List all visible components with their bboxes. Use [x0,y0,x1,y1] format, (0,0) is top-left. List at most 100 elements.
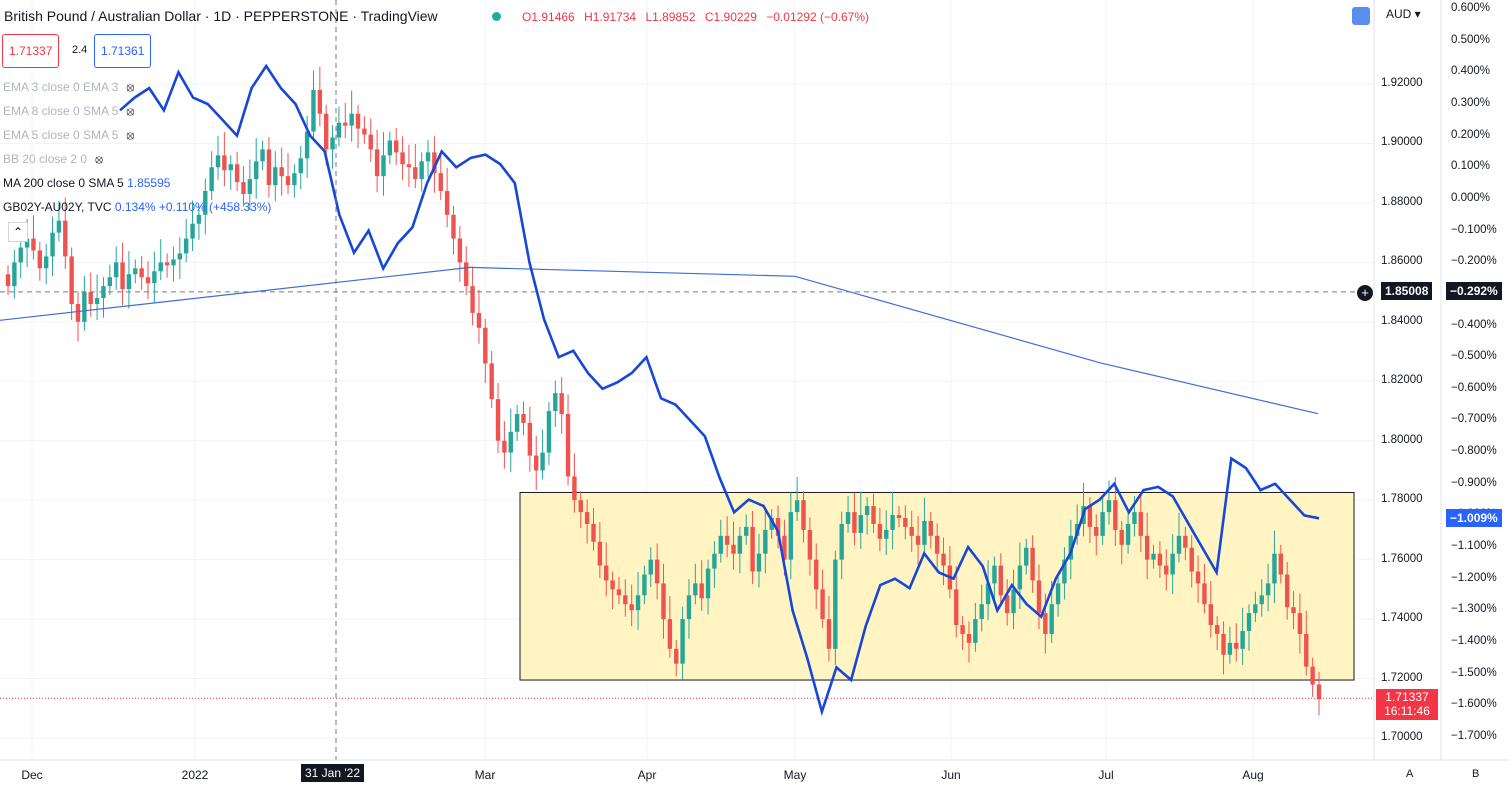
candle-body [113,262,119,278]
buy-button[interactable]: 1.71361 [94,34,152,68]
candle-body [1176,535,1182,554]
candle-body [381,155,386,177]
candle-body [1125,523,1131,545]
pct-tick-label: −0.400% [1451,318,1497,331]
candle-body [444,191,450,215]
time-tick-label: Jul [1098,768,1114,782]
eye-hidden-icon[interactable]: ⦻ [126,80,135,94]
candle-body [674,648,679,664]
candle-body [826,619,832,649]
candle-body [476,312,482,328]
sell-button[interactable]: 1.71337 [2,34,60,68]
crosshair-date-tag: 31 Jan '22 [301,764,365,782]
candle-body [483,327,488,364]
candle-body [190,223,195,239]
candle-body [591,523,596,542]
eye-hidden-icon[interactable]: ⦻ [126,128,135,142]
candle-body [534,455,539,471]
open-value: O1.91466 [522,10,575,24]
candle-body [1291,607,1296,614]
candle-body [1195,571,1201,584]
candle-body [368,134,373,150]
candle-body [400,152,405,165]
candle-body [572,476,577,501]
legend-bb[interactable]: BB 20 close 2 0 ⦻ [3,152,103,167]
candle-body [419,161,424,180]
eye-hidden-icon[interactable]: ⦻ [95,152,103,166]
candle-body [247,179,253,194]
symbol-title[interactable]: British Pound / Australian Dollar · 1D ·… [4,8,438,24]
candle-body [502,440,507,453]
legend-label: EMA 3 close 0 EMA 3 [3,80,119,94]
candle-body [756,553,762,572]
candle-body [775,518,781,536]
currency-selector[interactable]: AUD ▾ [1386,7,1421,21]
candle-body [648,559,653,575]
legend-ema8[interactable]: EMA 8 close 0 SMA 5 ⦻ [3,104,134,119]
candle-body [107,277,113,287]
legend-ma200[interactable]: MA 200 close 0 SMA 5 1.85595 [3,176,170,190]
candle-body [343,122,348,126]
candle-body [992,565,997,584]
eye-hidden-icon[interactable]: ⦻ [126,104,135,118]
log-scale-button[interactable]: B [1472,768,1480,780]
currency-label: AUD [1386,7,1412,21]
candle-body [279,167,284,177]
pct-tick-label: 0.100% [1451,160,1491,173]
legend-ema3[interactable]: EMA 3 close 0 EMA 3 ⦻ [3,80,134,95]
candle-body [1189,547,1194,572]
candle-body [642,574,647,596]
pct-tick-label: −0.600% [1451,381,1497,394]
candle-body [311,89,316,132]
candle-body [24,238,30,248]
candle-body [1157,553,1163,566]
candle-body [1246,613,1252,631]
legend-ema5[interactable]: EMA 5 close 0 SMA 5 ⦻ [3,128,134,143]
candle-body [451,214,456,239]
collapse-legend-icon[interactable]: ⌃ [8,222,28,242]
candle-body [1017,565,1023,590]
pct-tick-label: −0.900% [1451,476,1497,489]
candle-body [960,625,965,634]
legend-spread[interactable]: GB02Y-AU02Y, TVC 0.134% +0.110% (+458.33… [3,200,271,214]
plus-icon[interactable]: + [1356,284,1374,302]
time-tick-label: Jun [941,768,961,782]
candle-body [457,238,463,263]
toggle-scale-icon[interactable] [1352,7,1370,25]
candle-body [1208,604,1214,626]
legend-label: BB 20 close 2 0 [3,152,88,166]
candle-body [610,580,615,590]
price-tick-label: 1.78000 [1381,493,1423,506]
candle-body [864,506,870,516]
auto-scale-button[interactable]: A [1406,768,1414,780]
price-tick-label: 1.82000 [1381,374,1423,387]
current-price: 1.71337 [1385,690,1429,704]
candle-body [877,523,883,539]
candle-body [693,583,698,596]
candle-body [705,568,711,599]
low-value: L1.89852 [645,10,696,24]
candle-body [120,262,125,290]
price-tick-label: 1.88000 [1381,195,1423,208]
candle-body [1113,500,1118,530]
pct-tick-label: −1.500% [1451,666,1497,679]
candle-body [470,286,475,313]
candle-body [623,595,628,605]
pct-tick-label: 0.400% [1451,65,1491,78]
pct-tick-label: 0.000% [1451,191,1491,204]
price-tick-label: 1.90000 [1381,136,1423,149]
candle-body [1106,500,1112,513]
candle-body [177,253,183,260]
candle-body [69,256,74,304]
candle-body [928,520,933,536]
time-tick-label: 2022 [181,768,209,782]
candle-body [1004,595,1010,614]
pct-tick-label: −1.400% [1451,635,1497,648]
candle-body [1253,604,1258,614]
time-tick-label: Mar [474,768,496,782]
candle-body [915,535,921,545]
candle-body [336,122,342,138]
candle-body [801,500,806,530]
candle-body [1272,553,1277,584]
